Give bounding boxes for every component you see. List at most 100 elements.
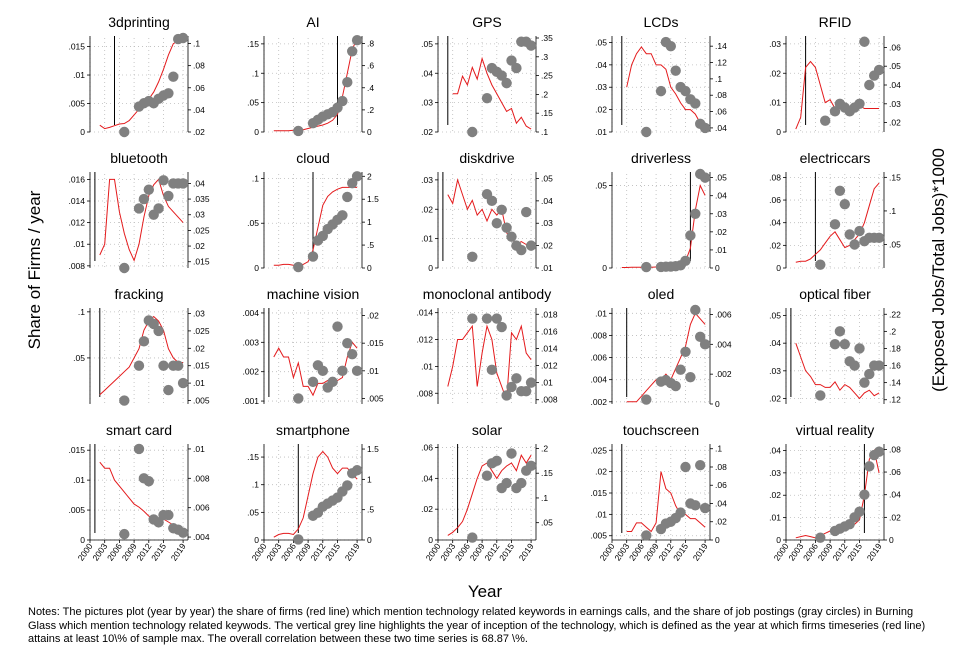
left-tick-label: .01 — [73, 70, 85, 80]
jobs-point — [859, 36, 870, 47]
jobs-point — [467, 532, 478, 543]
jobs-point — [685, 371, 696, 383]
right-tick-label: .1 — [193, 39, 200, 49]
right-tick-label: .1 — [715, 74, 722, 84]
jobs-point — [680, 346, 691, 357]
jobs-point — [177, 32, 189, 44]
notes-line-2: Glass which mention technology related k… — [28, 619, 926, 632]
jobs-point — [501, 477, 512, 489]
right-tick-label: .03 — [193, 308, 205, 318]
right-tick-label: .025 — [193, 326, 210, 336]
panel-title: RFID — [819, 14, 852, 30]
left-tick-label: .012 — [68, 218, 85, 228]
right-tick-label: .2 — [367, 105, 374, 115]
right-tick-label: .14 — [889, 378, 901, 388]
notes-line-1: Notes: The pictures plot (year by year) … — [28, 606, 914, 618]
right-tick-label: .8 — [367, 39, 374, 49]
jobs-point — [293, 125, 304, 137]
right-tick-label: .002 — [715, 369, 732, 379]
right-tick-label: .018 — [541, 309, 558, 319]
jobs-point — [293, 534, 304, 545]
left-tick-label: .06 — [421, 443, 433, 453]
left-tick-label: .04 — [421, 68, 433, 78]
panel-title: monoclonal antibody — [423, 286, 551, 302]
panel-title: AI — [306, 14, 319, 30]
panel-title: bluetooth — [110, 150, 168, 166]
right-tick-label: .02 — [193, 127, 205, 137]
jobs-point — [481, 92, 493, 104]
jobs-point — [153, 203, 164, 214]
right-tick-label: .1 — [541, 127, 548, 137]
right-tick-label: .04 — [715, 191, 727, 201]
jobs-point — [143, 184, 154, 195]
right-tick-label: 1 — [367, 474, 372, 484]
x-tick-label: 2012 — [134, 541, 153, 562]
right-tick-label: .08 — [715, 90, 727, 100]
right-tick-label: 0 — [367, 535, 372, 545]
firms-line — [447, 324, 532, 401]
panel-machine-vision: machine vision .001 .002 .003 .004 .005 .01 .01… — [242, 286, 383, 406]
jobs-point — [695, 331, 706, 343]
panel-3dprinting: 3dprinting 0 .005 .01 .015 .02 .04 .06 .08 .1 — [68, 14, 205, 138]
panel-title: 3dprinting — [108, 14, 170, 30]
panel-virtual-reality: virtual reality 0 .01 .02 .03 .04 0 .02 .04 .06 .0… — [769, 422, 901, 563]
jobs-point — [496, 321, 507, 333]
jobs-point — [680, 85, 691, 97]
left-tick-label: .015 — [590, 488, 607, 498]
right-tick-label: .06 — [889, 42, 901, 52]
jobs-point — [163, 190, 174, 202]
left-tick-label: .02 — [769, 68, 781, 78]
left-tick-label: .05 — [595, 181, 607, 191]
left-tick-label: .006 — [590, 353, 607, 363]
panel-title: LCDs — [643, 14, 678, 30]
jobs-point — [690, 500, 701, 511]
left-tick-label: 0 — [80, 127, 85, 137]
jobs-point — [177, 527, 189, 538]
jobs-point — [506, 448, 517, 459]
panel-solar: solar 0 .02 .04 .06 .05 .1 .15 .2 200020032006200… — [421, 422, 553, 563]
x-tick-label: 2006 — [453, 541, 472, 562]
panel-driverless: driverless 0 .05 0 .01 .02 .03 .04 .05 — [595, 150, 727, 273]
jobs-point — [163, 384, 174, 396]
firms-line — [626, 46, 706, 128]
panel-GPS: GPS .02 .03 .04 .05 .1 .15 .2 .25 .3 .35 — [421, 14, 553, 138]
right-tick-label: .6 — [367, 61, 374, 71]
left-tick-label: 0 — [776, 127, 781, 137]
right-tick-label: .08 — [889, 444, 901, 454]
panel-smart-card: smart card 0 .005 .01 .015 .004 .006 .008 .01 200… — [68, 422, 209, 563]
right-tick-label: .08 — [715, 462, 727, 472]
jobs-point — [177, 377, 189, 389]
left-tick-label: .1 — [252, 480, 259, 490]
right-tick-label: .01 — [715, 245, 727, 255]
jobs-point — [525, 40, 537, 51]
left-tick-label: .03 — [769, 39, 781, 49]
left-tick-label: 0 — [254, 127, 259, 137]
left-tick-label: .1 — [252, 173, 259, 183]
right-tick-label: .012 — [541, 361, 558, 371]
panel-title: GPS — [472, 14, 502, 30]
left-tick-label: .05 — [595, 37, 607, 47]
left-tick-label: .012 — [416, 335, 433, 345]
right-tick-label: 0 — [889, 535, 894, 545]
right-tick-label: .2 — [541, 443, 548, 453]
jobs-point — [854, 225, 865, 237]
right-tick-label: .05 — [541, 173, 553, 183]
left-tick-label: .03 — [769, 468, 781, 478]
left-tick-label: .005 — [590, 531, 607, 541]
jobs-point — [133, 443, 145, 455]
jobs-point — [351, 465, 363, 476]
jobs-point — [293, 393, 304, 404]
left-tick-label: 0 — [254, 263, 259, 273]
panel-diskdrive: diskdrive 0 .01 .02 .03 .01 .02 .03 .04 .05 — [421, 150, 553, 273]
right-tick-label: 1.5 — [367, 194, 379, 204]
right-tick-label: .04 — [541, 196, 553, 206]
jobs-point — [655, 85, 667, 97]
jobs-point — [491, 313, 502, 324]
firms-line — [452, 56, 532, 130]
right-tick-label: .04 — [715, 123, 727, 133]
firms-line — [621, 183, 706, 268]
right-tick-label: .02 — [541, 241, 553, 251]
x-tick-label: 2003 — [264, 541, 283, 562]
jobs-point — [873, 446, 885, 457]
right-tick-label: .15 — [541, 108, 553, 118]
